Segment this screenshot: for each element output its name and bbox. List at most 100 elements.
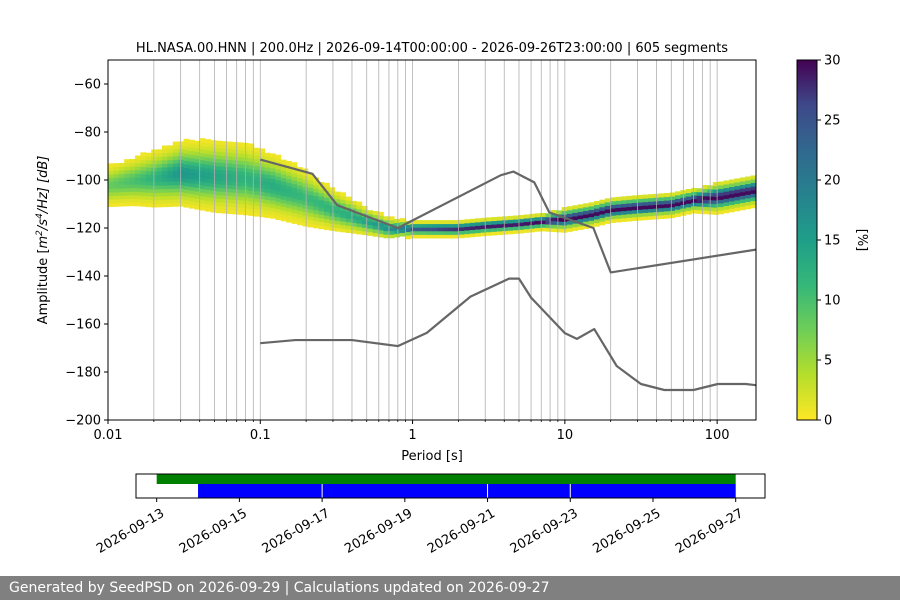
heatmap-cell (135, 173, 141, 178)
heatmap-cell (415, 230, 422, 235)
heatmap-cell (145, 159, 152, 164)
heatmap-cell (556, 217, 562, 222)
heatmap-cell (302, 211, 309, 216)
heatmap-cell (599, 217, 606, 222)
heatmap-cell (189, 143, 195, 148)
heatmap-cell (540, 223, 546, 228)
heatmap-cell (226, 206, 233, 211)
heatmap-cell (718, 206, 724, 211)
heatmap-cell (210, 208, 217, 213)
heatmap-cell (264, 167, 271, 172)
heatmap-cell (264, 210, 271, 215)
heatmap-cell (264, 181, 271, 186)
heatmap-cell (545, 213, 552, 218)
heatmap-cell (232, 210, 238, 215)
heatmap-cell (318, 210, 325, 215)
heatmap-cell (205, 196, 211, 201)
heatmap-cell (178, 170, 184, 175)
heatmap-cell (194, 169, 201, 174)
heatmap-cell (270, 175, 276, 180)
heatmap-cell (302, 172, 309, 177)
heatmap-cell (178, 145, 184, 149)
heatmap-cell (205, 189, 211, 194)
heatmap-cell (140, 152, 147, 157)
heatmap-cell (286, 214, 292, 219)
heatmap-cell (183, 200, 190, 204)
heatmap-cell (318, 196, 325, 201)
heatmap-cell (599, 221, 606, 226)
heatmap-cell (523, 221, 530, 226)
heatmap-cell (194, 173, 201, 178)
heatmap-cell (745, 187, 751, 192)
heatmap-cell (264, 163, 271, 168)
heatmap-cell (189, 190, 195, 195)
y-tick-label: −180 (65, 366, 101, 381)
heatmap-cell (221, 155, 228, 160)
heatmap-cell (205, 160, 211, 165)
heatmap-cell (270, 178, 276, 183)
heatmap-cell (210, 179, 217, 184)
heatmap-cell (297, 188, 303, 193)
heatmap-cell (183, 156, 190, 161)
heatmap-cell (702, 185, 708, 189)
heatmap-cell (307, 183, 314, 188)
heatmap-cell (486, 231, 492, 236)
heatmap-cell (275, 172, 282, 177)
heatmap-cell (124, 184, 130, 189)
heatmap-cell (453, 220, 460, 225)
heatmap-cell (270, 153, 276, 158)
heatmap-cell (140, 173, 147, 178)
heatmap-cell (302, 190, 309, 195)
heatmap-cell (702, 195, 708, 200)
heatmap-cell (572, 223, 579, 228)
heatmap-cell (664, 211, 670, 216)
heatmap-cell (291, 219, 298, 224)
heatmap-cell (253, 147, 260, 152)
heatmap-cell (480, 232, 487, 237)
heatmap-cell (221, 198, 228, 203)
heatmap-cell (232, 170, 238, 175)
heatmap-cell (351, 218, 357, 223)
heatmap-cell (113, 184, 120, 189)
heatmap-cell (264, 206, 271, 211)
heatmap-cell (599, 206, 606, 211)
heatmap-cell (248, 147, 255, 152)
heatmap-cell (486, 224, 492, 229)
heatmap-cell (405, 228, 411, 233)
heatmap-cell (237, 207, 244, 212)
heatmap-cell (199, 181, 206, 186)
heatmap-cell (329, 223, 336, 228)
heatmap-cell (421, 227, 427, 232)
heatmap-cell (216, 176, 222, 181)
heatmap-cell (216, 169, 222, 174)
heatmap-cell (567, 213, 573, 218)
heatmap-cell (124, 180, 130, 185)
heatmap-cell (226, 152, 233, 157)
heatmap-cell (356, 205, 363, 210)
y-tick-label: −120 (65, 222, 101, 237)
heatmap-cell (734, 192, 741, 197)
heatmap-cell (432, 230, 438, 235)
heatmap-cell (545, 227, 552, 232)
heatmap-cell (302, 193, 309, 198)
heatmap-cell (124, 187, 130, 192)
heatmap-cell (340, 203, 346, 208)
heatmap-cell (356, 215, 363, 220)
heatmap-cell (642, 201, 649, 206)
heatmap-cell (205, 185, 211, 190)
heatmap-cell (194, 180, 201, 185)
heatmap-cell (448, 230, 454, 235)
heatmap-cell (178, 199, 184, 203)
heatmap-cell (545, 220, 552, 225)
heatmap-cell (388, 234, 395, 239)
heatmap-cell (140, 159, 147, 164)
heatmap-cell (135, 187, 141, 192)
heatmap-cell (232, 167, 238, 172)
heatmap-cell (216, 198, 222, 203)
heatmap-cell (729, 179, 735, 184)
heatmap-cell (216, 158, 222, 163)
heatmap-cell (604, 198, 611, 203)
y-tick-label: −100 (65, 174, 101, 189)
heatmap-cell (345, 203, 352, 208)
heatmap-cell (216, 191, 222, 196)
